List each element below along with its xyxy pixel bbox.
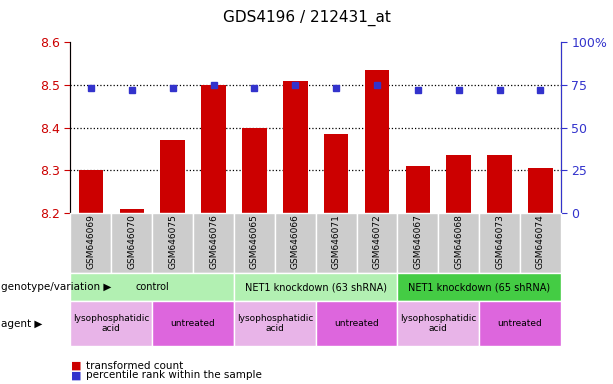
Text: GSM646069: GSM646069 bbox=[86, 214, 96, 269]
Text: ■: ■ bbox=[70, 370, 81, 380]
Text: GSM646072: GSM646072 bbox=[373, 214, 381, 269]
Text: genotype/variation ▶: genotype/variation ▶ bbox=[1, 282, 111, 292]
Text: GDS4196 / 212431_at: GDS4196 / 212431_at bbox=[223, 10, 390, 26]
Text: lysophosphatidic
acid: lysophosphatidic acid bbox=[73, 314, 150, 333]
Bar bbox=[78, 170, 103, 213]
Text: GSM646067: GSM646067 bbox=[413, 214, 422, 269]
Text: GSM646065: GSM646065 bbox=[250, 214, 259, 269]
Text: GSM646075: GSM646075 bbox=[168, 214, 177, 269]
Text: untreated: untreated bbox=[498, 319, 543, 328]
Text: ■: ■ bbox=[70, 361, 81, 371]
Text: agent ▶: agent ▶ bbox=[1, 318, 42, 329]
Text: GSM646073: GSM646073 bbox=[495, 214, 504, 269]
Text: GSM646068: GSM646068 bbox=[454, 214, 463, 269]
Text: NET1 knockdown (65 shRNA): NET1 knockdown (65 shRNA) bbox=[408, 282, 550, 292]
Bar bbox=[406, 166, 430, 213]
Text: GSM646070: GSM646070 bbox=[128, 214, 136, 269]
Text: lysophosphatidic
acid: lysophosphatidic acid bbox=[400, 314, 476, 333]
Text: lysophosphatidic
acid: lysophosphatidic acid bbox=[237, 314, 313, 333]
Text: control: control bbox=[135, 282, 169, 292]
Text: GSM646066: GSM646066 bbox=[291, 214, 300, 269]
Text: transformed count: transformed count bbox=[86, 361, 183, 371]
Text: GSM646071: GSM646071 bbox=[332, 214, 341, 269]
Text: NET1 knockdown (63 shRNA): NET1 knockdown (63 shRNA) bbox=[245, 282, 387, 292]
Bar bbox=[201, 85, 226, 213]
Bar bbox=[161, 141, 185, 213]
Bar bbox=[365, 70, 389, 213]
Bar bbox=[528, 168, 553, 213]
Bar bbox=[242, 127, 267, 213]
Bar bbox=[324, 134, 348, 213]
Text: GSM646076: GSM646076 bbox=[209, 214, 218, 269]
Bar bbox=[446, 156, 471, 213]
Bar bbox=[487, 156, 512, 213]
Text: percentile rank within the sample: percentile rank within the sample bbox=[86, 370, 262, 380]
Text: GSM646074: GSM646074 bbox=[536, 214, 545, 269]
Bar bbox=[120, 209, 144, 213]
Bar bbox=[283, 81, 308, 213]
Text: untreated: untreated bbox=[334, 319, 379, 328]
Text: untreated: untreated bbox=[170, 319, 216, 328]
